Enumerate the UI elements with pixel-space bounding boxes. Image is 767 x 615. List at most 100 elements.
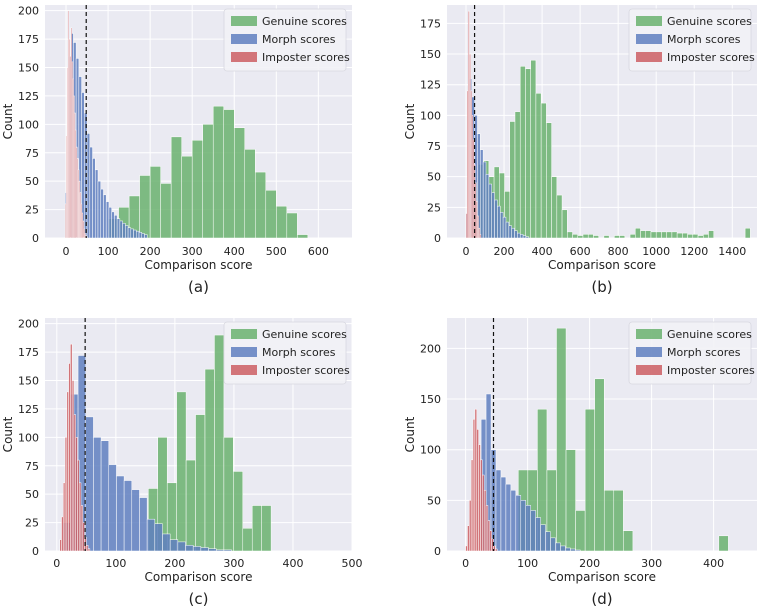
histogram-bar — [545, 531, 551, 552]
histogram-bar — [177, 541, 186, 552]
histogram-bar — [587, 234, 594, 239]
x-tick-label: 100 — [98, 245, 119, 258]
histogram-bar — [623, 530, 634, 552]
histogram-bar — [82, 522, 85, 552]
histogram-bar — [63, 482, 66, 552]
histogram-bar — [556, 327, 567, 552]
histogram-bar — [119, 220, 123, 239]
x-axis-label: Comparison score — [145, 570, 253, 584]
x-tick-label: 300 — [182, 245, 203, 258]
histogram-bar — [116, 218, 121, 239]
legend-swatch-genuine — [231, 16, 257, 26]
histogram-bar — [476, 429, 479, 552]
legend: Genuine scores Morph scores Imposter score… — [628, 8, 755, 72]
histogram-bar — [200, 547, 209, 552]
histogram-bar — [251, 505, 262, 552]
histogram-bar — [77, 459, 80, 552]
histogram-bar — [169, 539, 179, 552]
legend-swatch-imposter — [636, 365, 662, 375]
histogram-bar — [505, 221, 510, 239]
y-tick-label: 25 — [25, 204, 39, 217]
histogram-bar — [176, 391, 187, 552]
histogram-bar — [582, 234, 589, 239]
legend: Genuine scores Morph scores Imposter score… — [223, 321, 350, 385]
histogram-bar — [718, 535, 729, 552]
y-tick-label: 100 — [420, 109, 441, 122]
histogram-bar — [192, 546, 202, 552]
histogram-bar — [546, 122, 552, 239]
histogram-bar — [470, 459, 474, 552]
histogram-bar — [162, 533, 171, 552]
x-tick-label: 600 — [570, 245, 591, 258]
histogram-bar — [86, 545, 89, 552]
histogram-bar — [467, 525, 470, 552]
legend-label: Genuine scores — [667, 15, 752, 28]
legend-label: Morph scores — [667, 346, 741, 359]
series-imposter — [64, 10, 88, 239]
y-tick-label: 150 — [18, 62, 39, 75]
histogram-bar — [131, 489, 140, 552]
histogram-bar — [500, 476, 507, 552]
histogram-bar — [487, 520, 491, 552]
histogram-bar — [469, 500, 472, 552]
histogram-bar — [575, 510, 586, 552]
histogram-bar — [494, 199, 498, 239]
histogram-bar — [572, 234, 579, 239]
histogram-bar — [123, 480, 133, 552]
y-tick-label: 125 — [18, 403, 39, 416]
y-axis-label: Count — [1, 416, 15, 452]
histogram-bar — [519, 66, 526, 239]
histogram-bar — [130, 228, 134, 239]
histogram-bar — [465, 545, 468, 552]
histogram-bar — [535, 93, 542, 239]
histogram-bar — [149, 166, 161, 239]
x-tick-label: 1400 — [718, 245, 746, 258]
x-tick-label: 500 — [266, 245, 287, 258]
histogram-bar — [540, 102, 547, 239]
legend-swatch-genuine — [636, 16, 662, 26]
histogram-bar — [223, 109, 235, 239]
histogram-bar — [89, 146, 93, 239]
histogram-bar — [202, 124, 214, 239]
legend-swatch-morph — [231, 347, 257, 357]
y-axis-label: Count — [1, 103, 15, 139]
y-tick-label: 125 — [18, 90, 39, 103]
y-axis-label: Count — [403, 416, 417, 452]
histogram-bar — [78, 482, 82, 552]
histogram-bar — [255, 171, 267, 239]
legend-label: Genuine scores — [262, 15, 347, 28]
histogram-bar — [478, 227, 480, 239]
series-imposter — [59, 343, 91, 552]
x-axis-label: Comparison score — [548, 570, 656, 584]
histogram-bar — [100, 188, 104, 239]
histogram-bar — [141, 233, 145, 239]
histogram-bar — [594, 378, 605, 552]
histogram-bar — [497, 205, 501, 239]
histogram-bar — [286, 212, 298, 239]
histogram-bar — [525, 68, 531, 239]
histogram-bar — [93, 437, 102, 552]
histogram-bar — [483, 489, 487, 552]
histogram-bar — [511, 227, 515, 239]
histogram-bar — [482, 161, 487, 239]
histogram-bar — [520, 500, 526, 552]
histogram-bar — [491, 192, 495, 239]
histogram-bar — [645, 230, 652, 239]
histogram-bar — [508, 225, 512, 239]
legend-swatch-imposter — [231, 365, 257, 375]
histogram-bar — [584, 408, 595, 552]
x-tick-label: 400 — [532, 245, 553, 258]
y-tick-label: 0 — [32, 545, 39, 558]
y-tick-label: 175 — [18, 33, 39, 46]
histogram-bar — [493, 545, 496, 552]
histogram-bar — [71, 380, 75, 552]
histogram-bar — [500, 211, 504, 239]
histogram-bar — [530, 510, 536, 552]
histogram-bar — [204, 368, 215, 552]
histogram-bar — [92, 158, 96, 239]
histogram-bar — [100, 440, 110, 552]
histogram-bar — [80, 505, 84, 552]
histogram-bar — [214, 334, 225, 552]
x-tick-label: 300 — [223, 557, 244, 570]
